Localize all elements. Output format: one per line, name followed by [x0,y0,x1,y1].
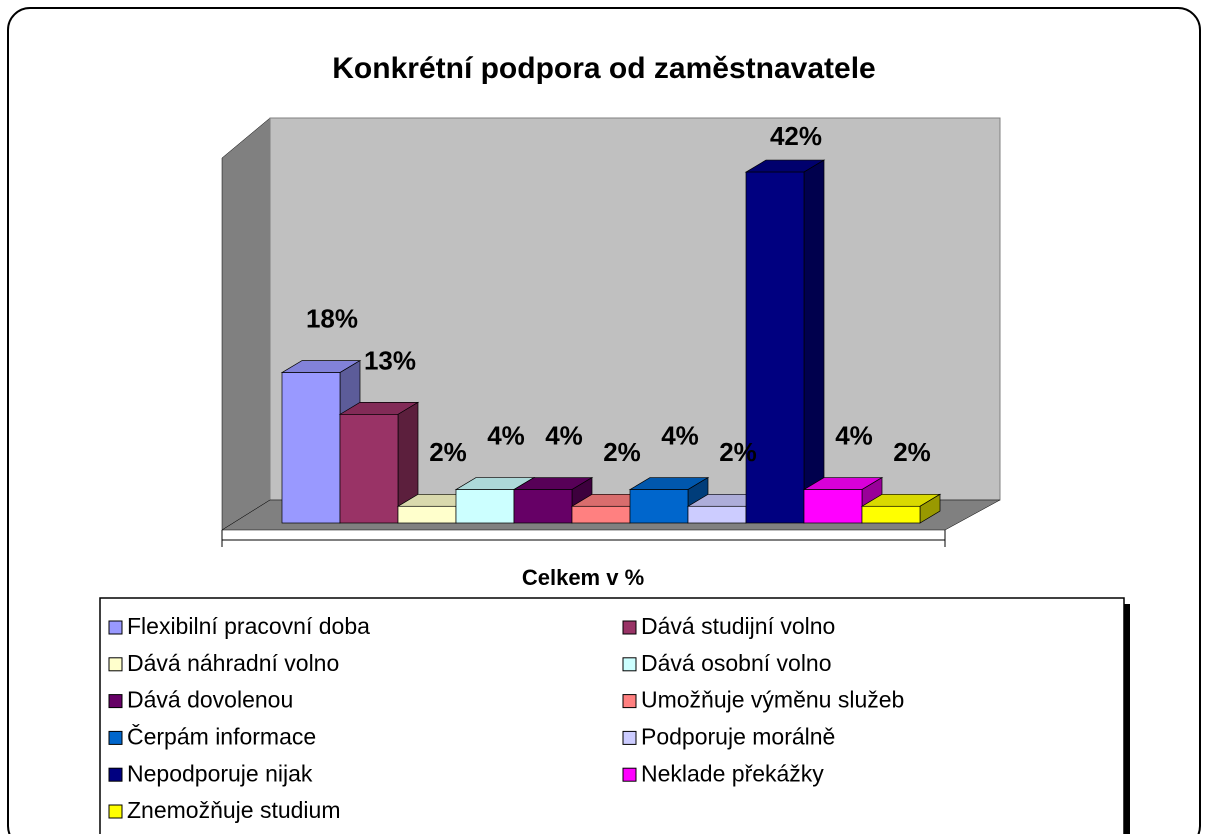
legend-label: Dává osobní volno [641,650,832,676]
data-label: 2% [893,437,931,467]
bar [397,505,457,524]
bar [687,505,747,524]
bar [861,505,921,524]
data-label: 2% [429,437,467,467]
data-label: 2% [719,437,757,467]
legend [99,597,1125,839]
legend-label: Flexibilní pracovní doba [127,613,370,639]
bar [281,372,341,524]
data-label: 2% [603,437,641,467]
legend-swatch [108,657,123,672]
bar [745,171,805,524]
legend-swatch [108,730,123,745]
category-label: Celkem v % [522,565,644,590]
bar [571,505,631,524]
legend-swatch [622,620,637,635]
bar [513,489,573,524]
legend-swatch [622,694,637,709]
bar-side [803,159,825,524]
legend-label: Dává dovolenou [127,687,293,713]
data-label: 4% [661,420,699,450]
bar [339,414,399,524]
legend-swatch [108,694,123,709]
legend-swatch [108,767,123,782]
bar [455,489,515,524]
data-label: 42% [770,121,822,151]
legend-label: Dává náhradní volno [127,650,339,676]
chart-title: Konkrétní podpora od zaměstnavatele [332,52,875,85]
legend-label: Znemožňuje studium [127,797,341,823]
legend-swatch [622,657,637,672]
side-wall [221,117,271,531]
data-label: 18% [306,303,358,333]
data-label: 4% [835,420,873,450]
legend-label: Neklade překážky [641,760,824,786]
legend-label: Umožňuje výměnu služeb [641,687,904,713]
legend-swatch [622,767,637,782]
data-label: 4% [487,420,525,450]
data-label: 13% [364,345,416,375]
data-label: 4% [545,420,583,450]
legend-swatch [108,620,123,635]
bar [803,489,863,524]
legend-label: Dává studijní volno [641,613,835,639]
legend-label: Čerpám informace [127,722,316,749]
legend-swatch [108,804,123,819]
legend-swatch [622,730,637,745]
legend-label: Podporuje morálně [641,723,835,749]
legend-label: Nepodporuje nijak [127,760,313,786]
bar [629,489,689,524]
